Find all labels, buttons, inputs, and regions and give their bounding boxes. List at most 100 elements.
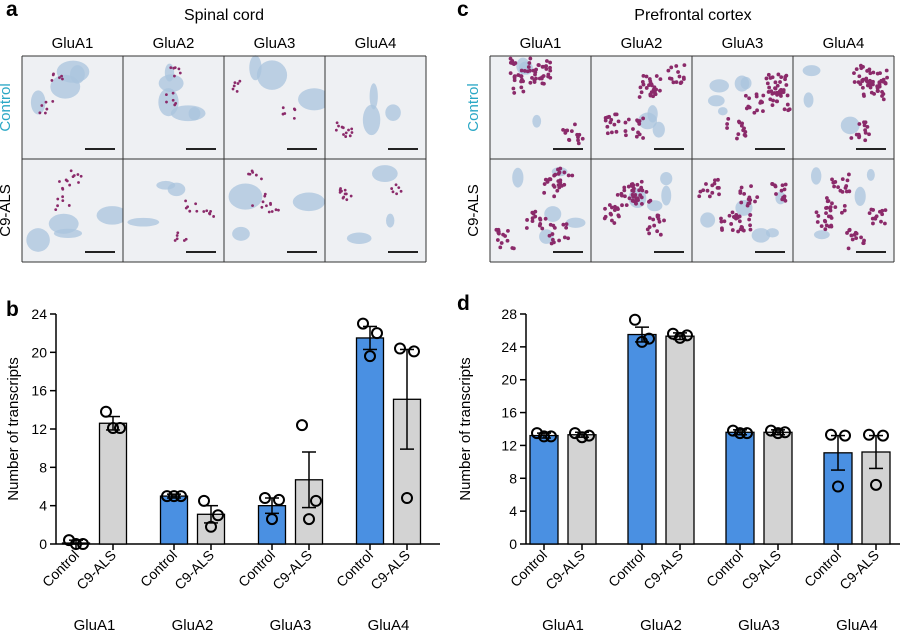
rna-dot: [725, 122, 730, 126]
rna-dot: [652, 223, 657, 228]
rna-dot: [61, 77, 64, 81]
rna-dot: [238, 79, 242, 83]
cell-nucleus: [50, 74, 81, 99]
rna-dot: [662, 218, 666, 223]
data-point: [401, 492, 413, 504]
rna-dot: [547, 177, 552, 181]
rna-dot: [697, 194, 702, 199]
rna-dot: [343, 188, 347, 192]
data-point: [259, 492, 271, 504]
row-label-control: Control: [0, 83, 14, 131]
row-label-control: Control: [465, 83, 482, 131]
rna-dot: [778, 80, 782, 84]
data-point: [205, 520, 217, 533]
rna-dot: [883, 81, 888, 86]
rna-dot: [390, 187, 394, 190]
rna-dot: [561, 127, 565, 132]
rna-dot: [840, 177, 845, 181]
rna-dot: [852, 80, 857, 84]
rna-dot: [881, 97, 886, 102]
rna-dot: [602, 216, 607, 221]
rna-dot: [635, 182, 640, 187]
rna-dot: [645, 227, 650, 232]
rna-dot: [334, 128, 338, 132]
rna-dot: [647, 231, 652, 236]
rna-dot: [533, 214, 538, 219]
rna-dot: [607, 203, 612, 207]
rna-dot: [651, 217, 656, 222]
rna-dot: [857, 74, 862, 79]
y-axis-title: Number of transcripts: [5, 357, 22, 500]
rna-dot: [622, 185, 627, 190]
column-label-glua3: GluA3: [722, 35, 764, 52]
rna-dot: [538, 221, 543, 226]
condition-label-c9-als: C9-ALS: [73, 547, 119, 593]
rna-dot: [56, 197, 60, 201]
data-point: [734, 427, 746, 440]
rna-dot: [525, 69, 530, 74]
rna-dot: [775, 83, 780, 88]
rna-dot: [782, 107, 787, 112]
rna-dot: [524, 226, 529, 230]
rna-dot: [173, 239, 177, 242]
rna-dot: [859, 235, 863, 240]
rna-dot: [557, 238, 561, 243]
bar-control-glua3: [725, 431, 755, 545]
rna-dot: [61, 199, 65, 203]
rna-dot: [522, 69, 527, 73]
rna-dot: [171, 98, 175, 102]
cell-nucleus: [707, 95, 725, 107]
group-label-glua4: GluA4: [836, 617, 878, 632]
data-point: [863, 428, 875, 441]
rna-dot: [605, 131, 610, 136]
region-title-spinal-cord: Spinal cord: [184, 7, 264, 24]
data-point: [168, 490, 180, 503]
data-point: [198, 494, 210, 507]
rna-dot: [864, 76, 869, 81]
rna-dot: [345, 198, 349, 202]
micrograph-control-glua2: [591, 56, 692, 159]
rna-dot: [880, 208, 885, 213]
rna-dot: [292, 107, 296, 111]
rna-dot: [742, 133, 747, 137]
rna-dot: [783, 74, 788, 79]
rna-dot: [681, 75, 686, 80]
rna-dot: [270, 210, 274, 213]
rna-dot: [753, 199, 757, 204]
rna-dot: [871, 208, 875, 212]
rna-dot: [512, 78, 517, 83]
rna-dot: [347, 128, 350, 132]
rna-dot: [530, 219, 535, 223]
rna-dot: [564, 222, 569, 227]
rna-dot: [752, 110, 757, 115]
rna-dot: [671, 80, 676, 85]
rna-dot: [508, 71, 513, 76]
rna-dot: [553, 172, 558, 177]
rna-dot: [567, 137, 571, 142]
rna-dot: [573, 122, 577, 127]
rna-dot: [512, 91, 517, 95]
rna-dot: [679, 80, 684, 85]
rna-dot: [177, 67, 181, 71]
rna-dot: [631, 127, 635, 131]
rna-dot: [397, 186, 401, 190]
rna-dot: [38, 111, 42, 115]
cell-nucleus: [647, 200, 663, 212]
rna-dot: [512, 74, 517, 79]
rna-dot: [879, 219, 883, 224]
rna-dot: [860, 79, 865, 83]
data-point: [825, 428, 837, 441]
data-point: [107, 422, 119, 435]
condition-label-c9-als: C9-ALS: [367, 547, 413, 593]
rna-dot: [634, 198, 639, 203]
rna-dot: [682, 63, 687, 67]
rna-dot: [867, 211, 872, 216]
rna-dot: [880, 212, 885, 217]
rna-dot: [722, 219, 727, 224]
condition-label-c9-als: C9-ALS: [738, 547, 784, 593]
data-point: [779, 426, 791, 439]
cell-nucleus: [362, 104, 381, 136]
rna-dot: [748, 223, 752, 228]
rna-dot: [612, 221, 617, 225]
panel-letter-d: d: [457, 292, 470, 315]
